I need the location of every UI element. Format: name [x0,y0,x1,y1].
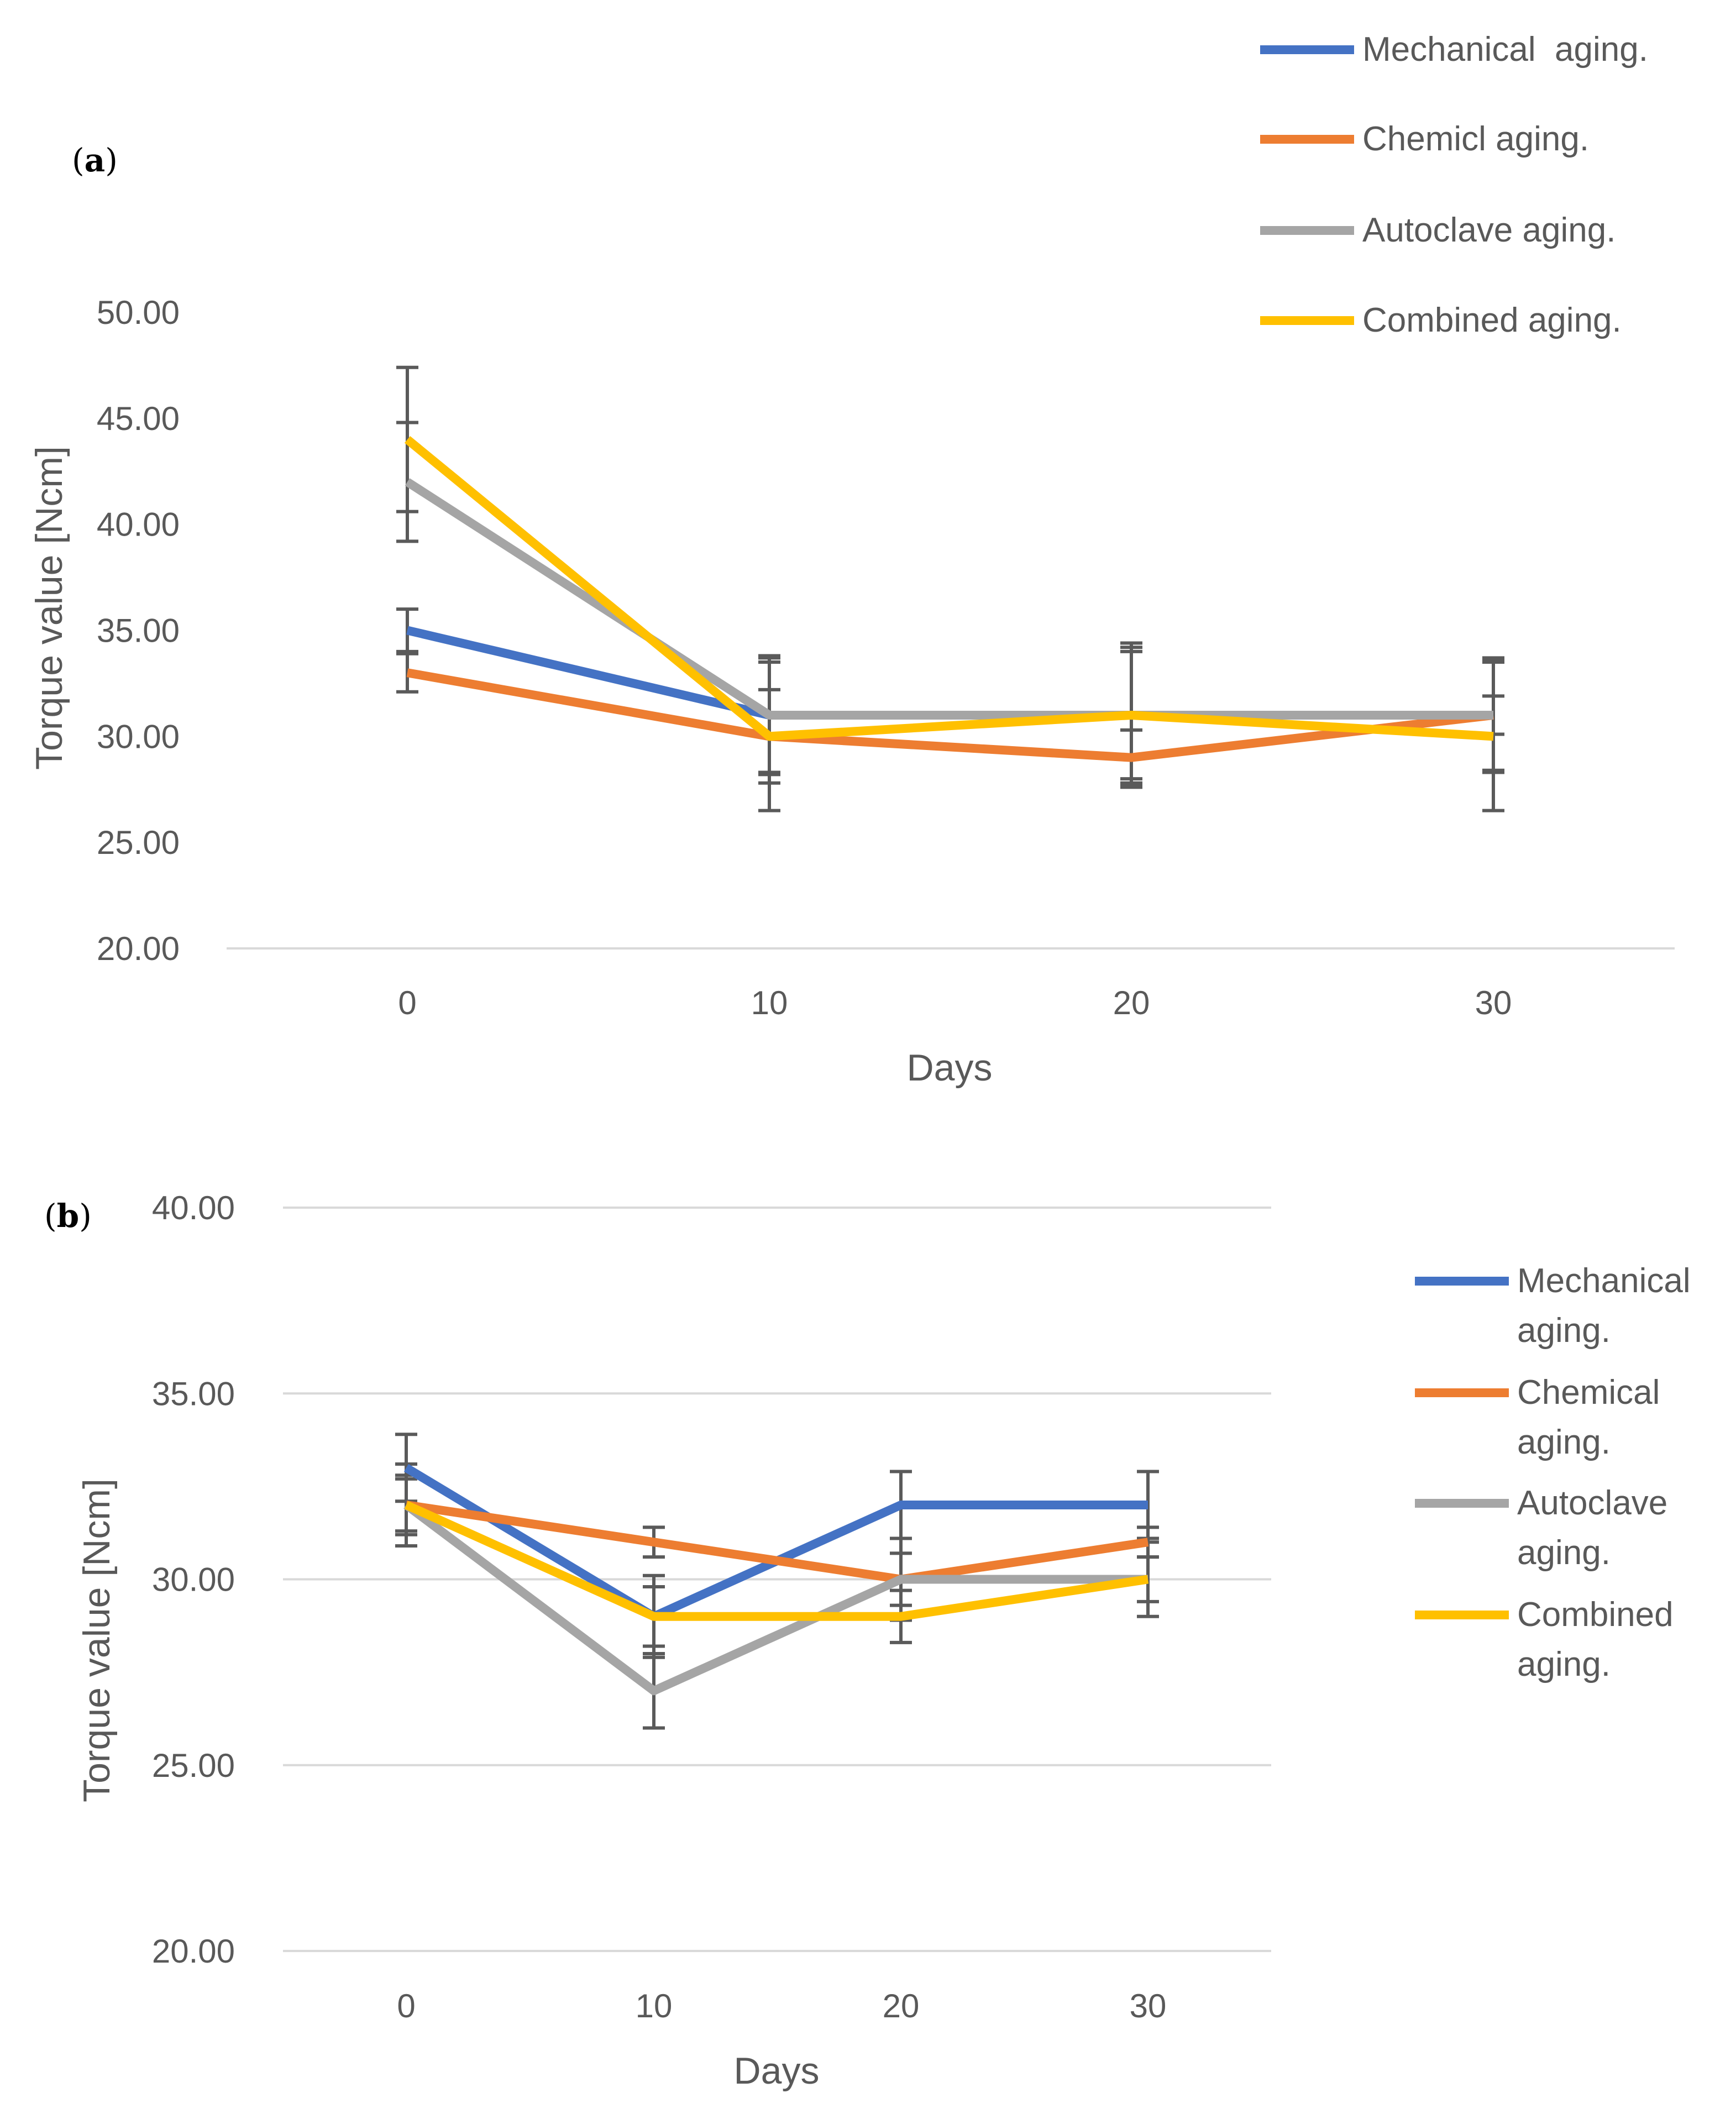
chart-b-gridlines [283,1207,1271,1952]
legend-b-label-0-line-0: Mechanical [1517,1262,1691,1300]
chart-a-xtick-0: 0 [398,984,416,1021]
legend-b-label-2: Autoclave aging. [1517,1484,1667,1572]
chart-b-series-3-line [404,1501,1149,1621]
panel-label-a-letter: a [85,141,106,179]
legend-b-label-1: Chemical aging. [1517,1373,1660,1461]
legend-a-label-1: Chemicl aging. [1362,120,1589,158]
chart-a-xtick-1: 10 [751,984,788,1021]
legend-b-label-2-line-1: aging. [1517,1534,1611,1572]
chart-a-y-axis: 20.00 25.00 30.00 35.00 40.00 45.00 50.00 [97,294,180,967]
chart-a-error-bars [396,365,1504,812]
chart-b-xtick-3: 30 [1130,1987,1167,2024]
chart-a-ytick-2: 30.00 [97,718,180,755]
chart-b-ytick-4: 40.00 [152,1189,235,1226]
chart-b-xtick-2: 20 [883,1987,920,2024]
chart-a-ytick-1: 25.00 [97,824,180,861]
legend-b-label-3-line-0: Combined [1517,1596,1674,1634]
chart-b: (b) Mechanical aging. Chemical aging. Auto… [44,1189,1691,2092]
chart-b-xtick-1: 10 [636,1987,673,2024]
legend-b-label-3-line-1: aging. [1517,1645,1611,1683]
chart-b-xtick-0: 0 [397,1987,415,2024]
chart-b-ylabel: Torque value [Ncm] [76,1478,118,1802]
chart-a-series-2-line [405,478,1493,720]
chart-a-ytick-5: 45.00 [97,400,180,437]
chart-a-ytick-6: 50.00 [97,294,180,331]
chart-a-ylabel: Torque value [Ncm] [28,446,70,770]
chart-a-x-axis: 0 10 20 30 [398,984,1512,1021]
chart-a-xlabel: Days [907,1047,993,1089]
chart-a: (a) Mechanical aging. Chemicl aging. Aut… [28,30,1675,1089]
legend-b-label-1-line-1: aging. [1517,1423,1611,1461]
chart-a-ytick-0: 20.00 [97,930,180,967]
chart-a-series-3-line [404,436,1494,741]
panel-label-b: (b) [44,1197,92,1235]
chart-a-series-1-line [406,668,1494,762]
chart-b-xlabel: Days [734,2050,820,2092]
chart-b-series [403,1464,1149,1696]
chart-a-errorbar-s1-p0 [396,652,418,694]
chart-a-series [404,436,1494,762]
legend-a-label-2: Autoclave aging. [1362,211,1616,249]
legend-a-label-3: Combined aging. [1362,301,1622,339]
chart-a-xtick-3: 30 [1475,984,1512,1021]
chart-b-ytick-3: 35.00 [152,1375,235,1412]
chart-a-errorbar-s3-p3 [1482,660,1504,812]
legend-b-label-0: Mechanical aging. [1517,1262,1691,1350]
chart-b-legend: Mechanical aging. Chemical aging. Autoclav… [1415,1262,1691,1683]
chart-b-y-axis: 20.00 25.00 30.00 35.00 40.00 [152,1189,235,1970]
chart-b-ytick-1: 25.00 [152,1747,235,1784]
chart-a-legend: Mechanical aging. Chemicl aging. Autocla… [1260,30,1648,339]
legend-b-label-1-line-0: Chemical [1517,1373,1660,1412]
chart-a-ytick-3: 35.00 [97,612,180,649]
legend-b-label-0-line-1: aging. [1517,1312,1611,1350]
chart-b-ytick-2: 30.00 [152,1561,235,1598]
chart-b-series-2-line [403,1501,1148,1696]
legend-b-label-3: Combined aging. [1517,1596,1674,1683]
panel-label-b-letter: b [57,1197,80,1235]
panel-label-a: (a) [72,141,118,179]
chart-b-x-axis: 0 10 20 30 [397,1987,1166,2024]
legend-b-label-2-line-0: Autoclave [1517,1484,1667,1522]
chart-a-ytick-4: 40.00 [97,506,180,543]
chart-a-xtick-2: 20 [1113,984,1150,1021]
chart-b-ytick-0: 20.00 [152,1933,235,1970]
chart-b-series-1-line [405,1501,1149,1584]
legend-a-label-0: Mechanical aging. [1362,30,1648,69]
